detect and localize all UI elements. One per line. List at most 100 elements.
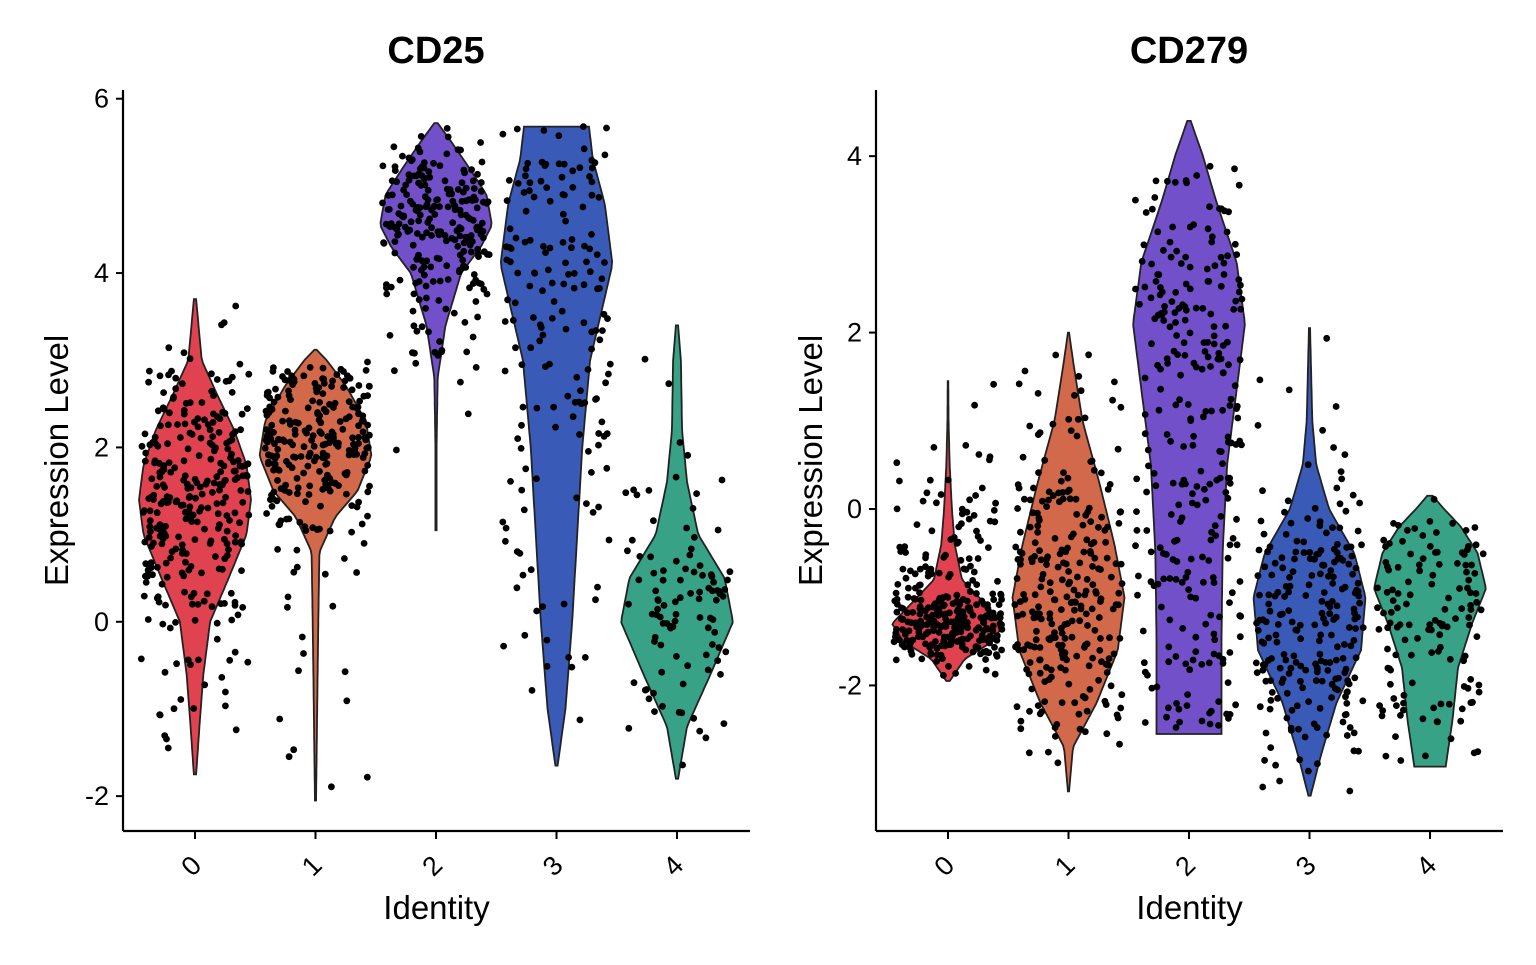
data-point <box>1133 527 1141 534</box>
data-point <box>226 517 233 524</box>
data-point <box>1089 563 1096 570</box>
data-point <box>715 644 723 651</box>
data-point <box>418 233 426 241</box>
data-point <box>1226 402 1234 409</box>
y-axis-label: Expression Level <box>792 335 829 586</box>
data-point <box>595 441 602 449</box>
data-point <box>1322 619 1329 627</box>
data-point <box>915 624 923 632</box>
data-point <box>271 440 278 448</box>
data-point <box>444 276 452 283</box>
data-point <box>1300 538 1308 546</box>
data-point <box>1352 564 1360 572</box>
data-point <box>1287 519 1295 527</box>
data-point <box>696 614 704 621</box>
data-point <box>1358 541 1365 549</box>
data-point <box>1323 731 1330 739</box>
data-point <box>945 573 952 581</box>
data-point <box>180 572 188 580</box>
data-point <box>1180 443 1187 450</box>
data-point <box>1285 670 1293 677</box>
data-point <box>980 616 988 624</box>
data-point <box>436 277 444 285</box>
data-point <box>319 364 327 372</box>
data-point <box>959 596 967 603</box>
data-point <box>594 583 601 591</box>
data-point <box>1166 616 1174 624</box>
data-point <box>438 347 446 354</box>
data-point <box>191 536 199 543</box>
data-point <box>1268 655 1275 662</box>
data-point <box>316 468 323 475</box>
data-point <box>237 426 245 434</box>
data-point <box>906 643 913 651</box>
data-point <box>157 500 165 508</box>
data-point <box>1199 305 1207 312</box>
data-point <box>244 658 252 666</box>
data-point <box>1324 667 1332 674</box>
data-point <box>983 624 990 632</box>
data-point <box>162 601 169 609</box>
data-point <box>1013 703 1021 711</box>
data-point <box>552 423 559 431</box>
data-point <box>1075 372 1083 380</box>
data-point <box>560 280 568 288</box>
data-point <box>1291 555 1298 563</box>
data-point <box>151 459 159 467</box>
data-point <box>1341 711 1349 719</box>
data-point <box>1415 561 1423 569</box>
data-point <box>1095 523 1102 531</box>
data-point <box>1467 606 1475 613</box>
data-point <box>390 143 398 151</box>
data-point <box>966 496 973 504</box>
data-point <box>208 387 216 395</box>
data-point <box>1283 689 1291 697</box>
data-point <box>1266 543 1274 551</box>
data-point <box>1081 728 1089 736</box>
data-point <box>1217 513 1225 520</box>
data-point <box>1083 707 1091 715</box>
data-point <box>147 564 155 571</box>
data-point <box>1035 517 1043 524</box>
data-point <box>408 156 416 164</box>
data-point <box>1032 636 1040 644</box>
data-point <box>1063 656 1070 664</box>
data-point <box>1176 396 1183 404</box>
data-point <box>276 715 284 723</box>
data-point <box>555 160 563 168</box>
data-point <box>1374 604 1381 612</box>
data-point <box>588 231 595 238</box>
data-point <box>1070 586 1078 594</box>
data-point <box>678 709 686 717</box>
data-point <box>604 315 611 322</box>
data-point <box>1346 724 1354 731</box>
data-point <box>316 399 323 406</box>
data-point <box>138 442 146 450</box>
data-point <box>153 594 161 602</box>
data-point <box>657 641 665 649</box>
data-point <box>537 177 545 185</box>
data-point <box>274 446 282 453</box>
data-point <box>605 370 612 378</box>
data-point <box>410 263 417 271</box>
data-point <box>474 313 481 321</box>
data-point <box>953 638 961 645</box>
data-point <box>270 364 277 372</box>
data-point <box>222 688 229 696</box>
data-point <box>219 408 227 416</box>
data-point <box>710 578 717 586</box>
data-point <box>279 373 286 380</box>
data-point <box>436 338 443 345</box>
data-point <box>409 241 417 249</box>
data-point <box>1316 650 1324 658</box>
data-point <box>1019 453 1027 461</box>
data-point <box>1464 546 1471 554</box>
data-point <box>1386 540 1393 547</box>
data-point <box>1041 698 1049 705</box>
data-point <box>539 603 547 610</box>
data-point <box>1227 395 1235 403</box>
data-point <box>519 403 527 411</box>
data-point <box>456 251 464 259</box>
data-point <box>672 557 680 565</box>
data-point <box>993 652 1001 660</box>
